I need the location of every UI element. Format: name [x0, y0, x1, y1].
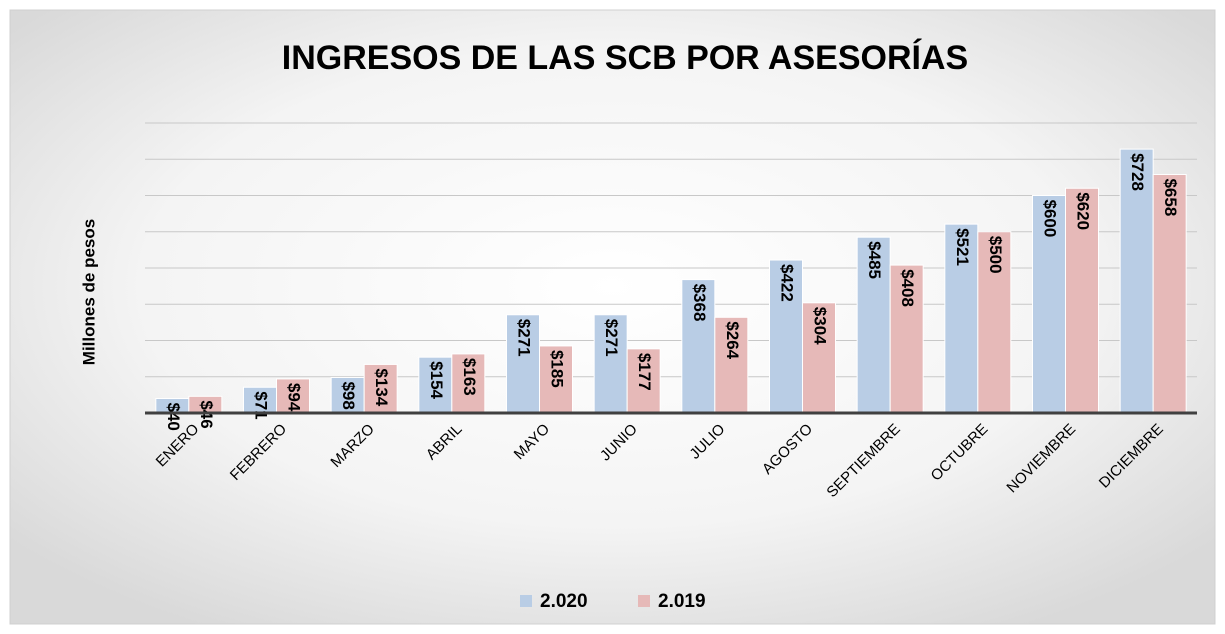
data-label: $185	[548, 350, 567, 388]
data-label: $521	[953, 228, 972, 266]
chart-title: INGRESOS DE LAS SCB POR ASESORÍAS	[282, 39, 968, 77]
data-label: $620	[1074, 192, 1093, 230]
data-label: $500	[986, 236, 1005, 274]
data-label: $408	[898, 269, 917, 307]
bar	[593, 314, 628, 414]
bar	[1065, 187, 1099, 414]
data-label: $422	[778, 264, 797, 302]
legend-label: 2.019	[658, 591, 706, 612]
data-label: $271	[602, 319, 621, 357]
data-label: $163	[460, 358, 479, 396]
data-label: $728	[1128, 153, 1147, 191]
bar	[802, 302, 836, 414]
bar	[856, 236, 891, 414]
bar	[330, 376, 365, 414]
legend-swatch	[638, 595, 650, 607]
bar	[944, 223, 979, 414]
data-label: $71	[252, 391, 271, 419]
data-label: $98	[339, 381, 358, 409]
data-label: $600	[1041, 200, 1060, 238]
bar	[451, 353, 486, 414]
data-label: $264	[723, 321, 742, 359]
data-label: $94	[285, 383, 304, 412]
data-label: $134	[372, 368, 391, 406]
data-label: $368	[690, 284, 709, 322]
legend-label: 2.020	[540, 591, 588, 612]
bar	[769, 259, 803, 414]
bar	[714, 316, 749, 414]
bar	[276, 378, 310, 414]
data-label: $271	[515, 319, 534, 357]
bar	[1152, 173, 1187, 414]
data-label: $177	[635, 353, 654, 391]
data-label: $658	[1161, 178, 1180, 216]
data-label: $304	[811, 307, 830, 345]
data-label: $485	[865, 241, 884, 279]
bar	[539, 345, 573, 414]
bar	[506, 314, 540, 414]
data-label: $46	[197, 400, 216, 428]
data-label: $154	[427, 361, 446, 399]
bar	[977, 231, 1012, 414]
bar	[626, 348, 661, 414]
y-axis-label: Millones de pesos	[79, 219, 98, 365]
bar	[889, 264, 924, 414]
bar	[681, 279, 716, 414]
legend-swatch	[520, 595, 532, 607]
data-label: $40	[164, 403, 183, 431]
bar	[363, 363, 398, 414]
